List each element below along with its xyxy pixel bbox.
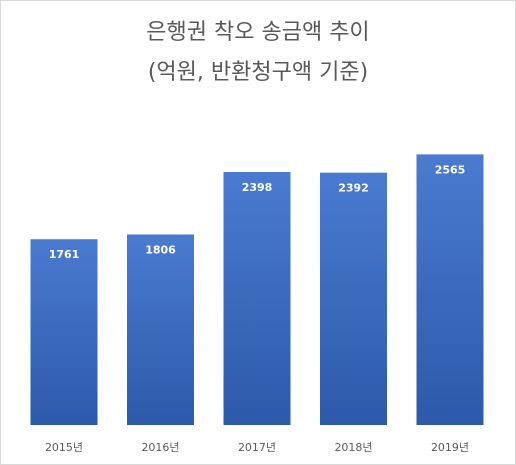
bar-value-label-2: 2398 bbox=[242, 181, 273, 194]
bar-0 bbox=[30, 239, 98, 425]
bar-value-label-3: 2392 bbox=[338, 182, 369, 195]
bar-value-label-4: 2565 bbox=[435, 163, 466, 176]
x-tick-label-3: 2018년 bbox=[334, 441, 372, 454]
bar-1 bbox=[127, 234, 194, 425]
x-axis-ticks: 2015년 2016년 2017년 2018년 2019년 bbox=[45, 441, 469, 454]
bars-group bbox=[30, 154, 484, 425]
bar-4 bbox=[416, 154, 484, 425]
bar-3 bbox=[320, 172, 387, 425]
bar-value-label-1: 1806 bbox=[145, 243, 176, 256]
chart-title: 은행권 착오 송금액 추이 bbox=[146, 20, 370, 45]
x-tick-label-1: 2016년 bbox=[141, 441, 179, 454]
chart-title-block: 은행권 착오 송금액 추이 (억원, 반환청구액 기준) bbox=[1, 13, 515, 93]
bar-value-label-0: 1761 bbox=[49, 248, 80, 261]
x-tick-label-4: 2019년 bbox=[431, 441, 469, 454]
chart-subtitle: (억원, 반환청구액 기준) bbox=[147, 60, 369, 85]
bar-2 bbox=[223, 172, 291, 425]
x-tick-label-2: 2017년 bbox=[238, 441, 276, 454]
bar-labels-group: 1761 1806 2398 2392 2565 bbox=[49, 163, 466, 261]
x-tick-label-0: 2015년 bbox=[45, 441, 83, 454]
